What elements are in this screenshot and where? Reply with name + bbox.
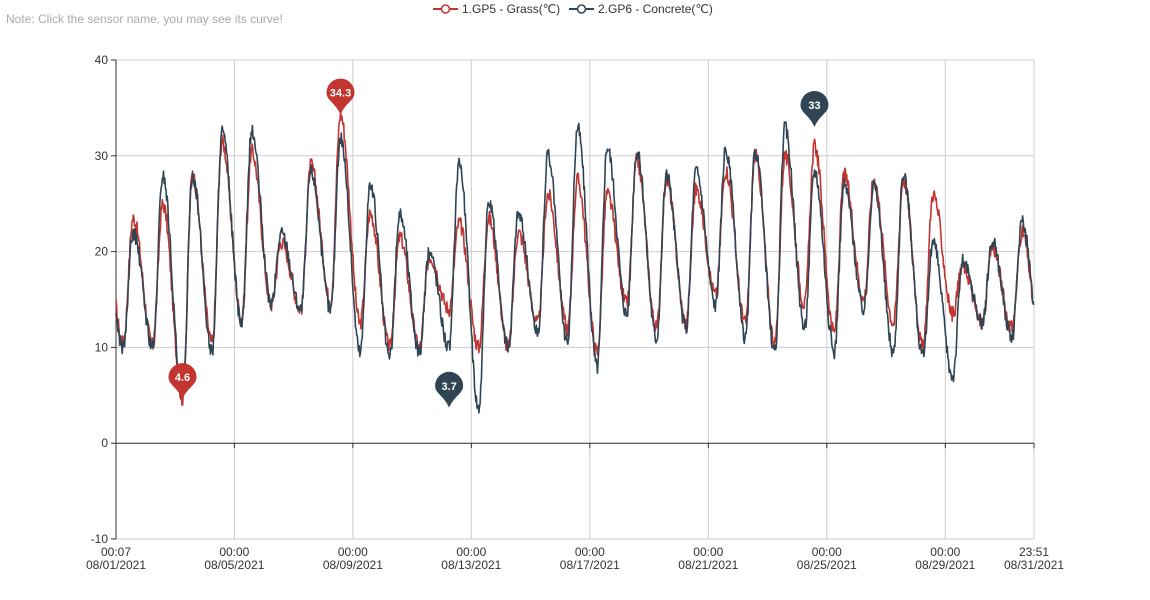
x-tick-label-date: 08/17/2021 bbox=[560, 558, 620, 572]
x-tick-label-time: 00:00 bbox=[930, 545, 960, 559]
y-tick-label: 40 bbox=[95, 53, 109, 67]
legend-item-concrete[interactable]: 2.GP6 - Concrete(℃) bbox=[569, 2, 713, 16]
y-tick-label: 10 bbox=[95, 340, 109, 354]
x-tick-label-date: 08/13/2021 bbox=[441, 558, 501, 572]
marker-pin-label: 33 bbox=[808, 100, 820, 112]
legend-line-circle-icon bbox=[433, 4, 458, 14]
legend-line-circle-icon bbox=[569, 4, 594, 14]
x-tick-label-date: 08/21/2021 bbox=[678, 558, 738, 572]
x-tick-label-time: 00:07 bbox=[101, 545, 131, 559]
series-line-concrete bbox=[115, 121, 1035, 414]
marker-pin-min: 4.6 bbox=[168, 363, 197, 400]
x-tick-label-time: 00:00 bbox=[812, 545, 842, 559]
legend-label-grass: 1.GP5 - Grass(℃) bbox=[462, 2, 561, 16]
x-tick-label-date: 08/09/2021 bbox=[323, 558, 383, 572]
marker-pin-shape bbox=[800, 91, 829, 128]
x-tick-label-date: 08/29/2021 bbox=[915, 558, 975, 572]
marker-pin-max: 33 bbox=[800, 91, 829, 128]
y-tick-label: -10 bbox=[91, 532, 109, 546]
x-tick-label-date: 08/25/2021 bbox=[797, 558, 857, 572]
markers: 34.3 4.6 33 3.7 bbox=[168, 78, 829, 408]
axes: 403020100-1000:0708/01/202100:0008/05/20… bbox=[86, 53, 1064, 572]
marker-pin-shape bbox=[168, 363, 197, 400]
marker-pin-label: 34.3 bbox=[330, 88, 351, 100]
x-tick-label-time: 00:00 bbox=[693, 545, 723, 559]
x-tick-label-date: 08/31/2021 bbox=[1004, 558, 1064, 572]
marker-pin-label: 3.7 bbox=[441, 381, 456, 393]
x-tick-label-time: 00:00 bbox=[338, 545, 368, 559]
x-tick-label-time: 00:00 bbox=[219, 545, 249, 559]
chart-note: Note: Click the sensor name, you may see… bbox=[6, 12, 283, 26]
legend-item-grass[interactable]: 1.GP5 - Grass(℃) bbox=[433, 2, 560, 16]
y-tick-label: 20 bbox=[95, 245, 109, 259]
marker-pin-max: 34.3 bbox=[326, 78, 355, 115]
legend: 1.GP5 - Grass(℃) 2.GP6 - Concrete(℃) bbox=[0, 2, 1150, 20]
y-tick-label: 30 bbox=[95, 149, 109, 163]
x-tick-label-date: 08/05/2021 bbox=[204, 558, 264, 572]
marker-pin-shape bbox=[435, 371, 464, 408]
marker-pin-shape bbox=[326, 78, 355, 115]
marker-pin-label: 4.6 bbox=[175, 372, 190, 384]
legend-label-concrete: 2.GP6 - Concrete(℃) bbox=[598, 2, 713, 16]
marker-pin-min: 3.7 bbox=[435, 371, 464, 408]
series-lines bbox=[115, 110, 1035, 414]
x-tick-label-date: 08/01/2021 bbox=[86, 558, 146, 572]
x-tick-label-time: 00:00 bbox=[456, 545, 486, 559]
x-tick-label-time: 23:51 bbox=[1019, 545, 1049, 559]
y-tick-label: 0 bbox=[101, 436, 108, 450]
x-tick-label-time: 00:00 bbox=[575, 545, 605, 559]
